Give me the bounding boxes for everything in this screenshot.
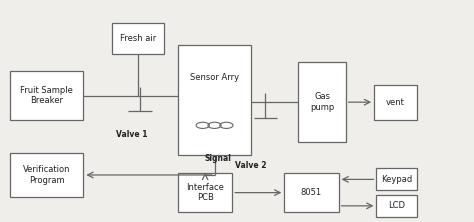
Text: Valve 2: Valve 2 bbox=[235, 161, 266, 170]
FancyBboxPatch shape bbox=[112, 23, 164, 54]
FancyBboxPatch shape bbox=[374, 85, 417, 120]
Text: 8051: 8051 bbox=[301, 188, 322, 197]
Text: Valve 1: Valve 1 bbox=[117, 130, 148, 139]
Text: vent: vent bbox=[386, 98, 405, 107]
FancyBboxPatch shape bbox=[10, 153, 83, 197]
FancyBboxPatch shape bbox=[376, 168, 417, 190]
Text: LCD: LCD bbox=[388, 201, 405, 210]
Text: Sensor Arry: Sensor Arry bbox=[190, 73, 239, 82]
Text: Interface
PCB: Interface PCB bbox=[186, 183, 224, 202]
FancyBboxPatch shape bbox=[299, 62, 346, 142]
FancyBboxPatch shape bbox=[284, 173, 338, 212]
FancyBboxPatch shape bbox=[376, 195, 417, 217]
FancyBboxPatch shape bbox=[178, 173, 232, 212]
Text: Keypad: Keypad bbox=[381, 175, 412, 184]
Text: Fresh air: Fresh air bbox=[119, 34, 156, 43]
Text: Gas
pump: Gas pump bbox=[310, 93, 334, 112]
Text: Signal: Signal bbox=[205, 154, 232, 163]
FancyBboxPatch shape bbox=[178, 45, 251, 155]
FancyBboxPatch shape bbox=[10, 71, 83, 120]
Text: Verification
Program: Verification Program bbox=[23, 165, 71, 185]
Text: Fruit Sample
Breaker: Fruit Sample Breaker bbox=[20, 86, 73, 105]
